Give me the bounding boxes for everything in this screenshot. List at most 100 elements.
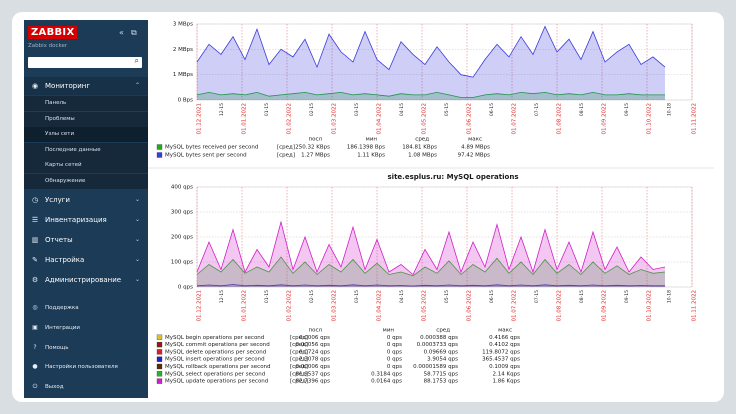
x-date-label: 01.12.2021 xyxy=(197,290,203,322)
footer-label: Выход xyxy=(45,384,64,391)
x-time-label: 02-15 xyxy=(309,290,315,303)
legend-max: 2.14 Kqps xyxy=(493,371,521,377)
menu-label: Мониторинг xyxy=(45,82,91,90)
series-line xyxy=(196,284,665,287)
legend-name: MySQL bytes sent per second xyxy=(165,153,247,159)
x-time-label: 12-15 xyxy=(219,103,225,116)
legend-swatch xyxy=(156,152,163,158)
submenu-item[interactable]: Карты сетей xyxy=(24,158,148,173)
submenu-item[interactable]: Обнаружение xyxy=(24,173,148,189)
menu-icon: ◷ xyxy=(31,196,39,204)
x-time-label: 09-15 xyxy=(624,103,630,116)
x-date-label: 01.01.2022 xyxy=(242,290,248,322)
legend-name: MySQL select operations per second xyxy=(165,371,265,377)
legend-swatch xyxy=(156,378,163,384)
legend-last: 82.7396 qps xyxy=(296,379,330,385)
y-tick-label: 300 qps xyxy=(171,210,193,216)
legend-min: 0.3184 qps xyxy=(371,371,402,377)
y-tick-label: 100 qps xyxy=(171,260,193,266)
legend-min: 1.11 KBps xyxy=(357,153,385,159)
x-time-label: 05-15 xyxy=(444,290,450,303)
y-tick-label: 0 Bps xyxy=(178,98,194,104)
x-date-label: 01.01.2022 xyxy=(242,103,248,135)
legend-name: MySQL begin operations per second xyxy=(165,335,264,341)
series-line xyxy=(196,25,666,78)
y-tick-label: 2 MBps xyxy=(173,47,193,53)
x-time-label: 09-15 xyxy=(624,290,630,303)
footer-label: Поддержка xyxy=(45,305,79,311)
legend-min: 0 qps xyxy=(387,357,402,363)
x-time-label: 03-15 xyxy=(354,103,360,116)
submenu-item[interactable]: Последние данные xyxy=(24,142,148,158)
menu-arrow: ⌄ xyxy=(134,216,140,223)
series-area xyxy=(197,26,665,100)
footer-label: Настройки пользователя xyxy=(45,364,118,371)
legend-min: 0 qps xyxy=(387,364,402,370)
legend-min: 0 qps xyxy=(387,335,402,341)
series-line xyxy=(196,91,665,98)
legend-last: 250.32 KBps xyxy=(295,145,330,151)
footer-icon: ◎ xyxy=(32,304,38,311)
legend-avg: 58.7715 qps xyxy=(424,371,458,377)
menu-item[interactable]: ▥ Отчеты ⌄ xyxy=(24,231,148,249)
legend-min: 0 qps xyxy=(387,342,402,348)
legend-func: [сред] xyxy=(290,349,308,355)
menu-item[interactable]: ✎ Настройка ⌄ xyxy=(24,251,148,269)
legend-header: макс xyxy=(468,137,482,143)
legend-max: 4.89 MBps xyxy=(461,145,490,151)
menu-item[interactable]: ⚙ Администрирование ⌄ xyxy=(24,271,148,289)
x-date-label: 01.03.2022 xyxy=(332,290,338,322)
submenu-item[interactable]: Узлы сети xyxy=(24,127,148,142)
kiosk-button[interactable]: ⧉ xyxy=(131,28,137,37)
x-date-label: 01.07.2022 xyxy=(512,290,518,322)
footer-item[interactable]: ▣ Интеграции xyxy=(24,319,148,337)
x-date-label: 01.06.2022 xyxy=(467,290,473,322)
logo: ZABBIX xyxy=(28,26,78,39)
x-date-label: 01.12.2021 xyxy=(197,103,203,135)
submenu-item[interactable]: Панель xyxy=(24,96,148,111)
legend-swatch xyxy=(156,356,163,362)
footer-item[interactable]: ⏻ Выход xyxy=(24,378,148,396)
menu-label: Настройка xyxy=(45,256,85,264)
legend-func: [сред] xyxy=(290,357,308,363)
x-date-label: 01.09.2022 xyxy=(602,290,608,322)
x-date-label: 01.03.2022 xyxy=(332,103,338,135)
y-tick-label: 200 qps xyxy=(171,235,193,241)
legend-max: 97.42 MBps xyxy=(458,153,491,159)
legend-avg: 88.1753 qps xyxy=(424,379,458,385)
menu-label: Администрирование xyxy=(45,276,122,284)
legend-last: 1.27 MBps xyxy=(301,153,330,159)
menu-arrow: ⌃ xyxy=(134,82,140,89)
legend-last: 0.00056 qps xyxy=(296,342,330,348)
x-date-label: 01.05.2022 xyxy=(422,290,428,322)
menu-icon: ◉ xyxy=(31,82,39,90)
footer-item[interactable]: ◎ Поддержка xyxy=(24,299,148,317)
legend-last: 2.3078 qps xyxy=(299,357,330,363)
x-time-label: 08-15 xyxy=(579,103,585,116)
footer-item[interactable]: ● Настройки пользователя xyxy=(24,358,148,376)
legend-swatch xyxy=(156,144,163,150)
submenu-label: Последние данные xyxy=(45,146,101,153)
legend-max: 119.8072 qps xyxy=(482,349,520,355)
menu-item[interactable]: ◷ Услуги ⌄ xyxy=(24,191,148,209)
x-date-label: 01.08.2022 xyxy=(557,290,563,322)
submenu-item[interactable]: Проблемы xyxy=(24,111,148,127)
legend-header: мин xyxy=(366,137,378,143)
footer-item[interactable]: ? Помощь xyxy=(24,339,148,357)
menu-label: Отчеты xyxy=(45,236,73,244)
menu-item[interactable]: ☰ Инвентаризация ⌄ xyxy=(24,211,148,229)
search-box[interactable]: ⌕ xyxy=(28,56,142,68)
legend-header: макс xyxy=(498,328,512,334)
x-date-label: 01.10.2022 xyxy=(647,290,653,322)
footer-icon: ⏻ xyxy=(32,383,38,391)
menu-label: Услуги xyxy=(45,196,70,204)
x-date-label: 01.11.2022 xyxy=(692,103,698,135)
submenu-label: Узлы сети xyxy=(45,131,75,137)
collapse-button[interactable]: « xyxy=(119,28,124,37)
legend-name: MySQL delete operations per second xyxy=(165,349,266,355)
legend-func: [сред] xyxy=(277,145,295,151)
menu-item[interactable]: ◉ Мониторинг ⌃ xyxy=(24,77,148,95)
menu-icon: ⚙ xyxy=(31,276,39,284)
legend-avg: 3.9054 qps xyxy=(427,357,458,363)
